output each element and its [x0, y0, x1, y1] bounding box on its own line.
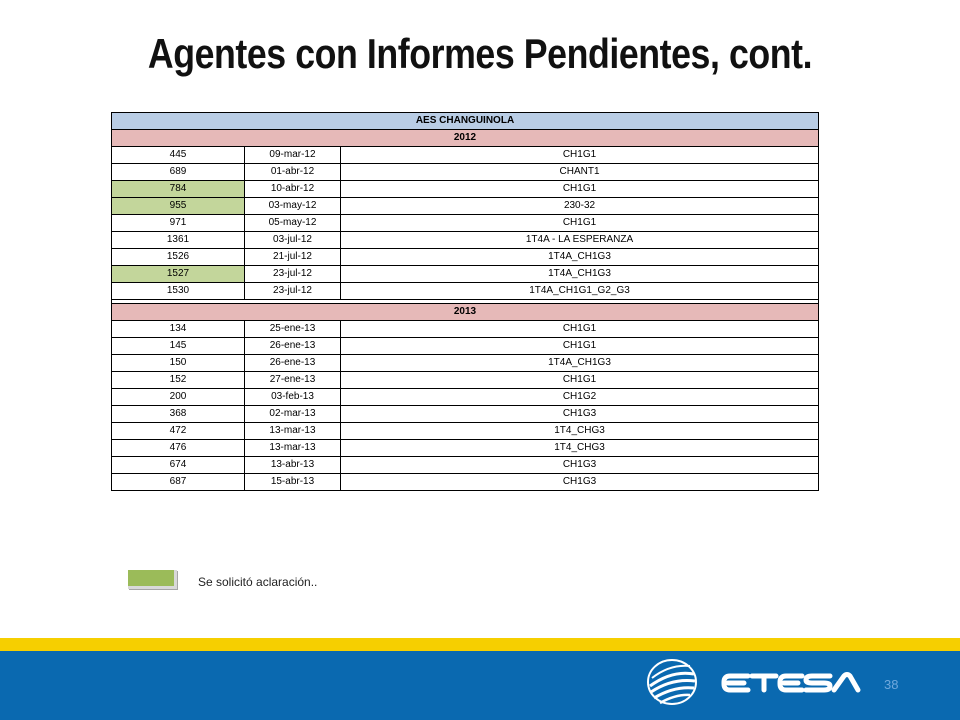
- report-number-cell: 145: [111, 337, 245, 355]
- unit-cell: 1T4A_CH1G1_G2_G3: [339, 282, 820, 300]
- unit-cell: CH1G1: [339, 146, 820, 164]
- report-date-cell: 15-abr-13: [244, 473, 341, 491]
- report-date-cell: 26-ene-13: [244, 354, 341, 372]
- unit-cell: CHANT1: [339, 163, 820, 181]
- table-row: 472 13-mar-13 1T4_CHG3: [111, 422, 820, 440]
- page-number: 38: [884, 677, 899, 692]
- etesa-wordmark-icon: [721, 672, 861, 693]
- report-number-cell: 1530: [111, 282, 245, 300]
- report-date-cell: 09-mar-12: [244, 146, 341, 164]
- report-number-cell: 152: [111, 371, 245, 389]
- section-spacer: [110, 299, 820, 304]
- table-row: 955 03-may-12 230-32: [111, 197, 820, 215]
- unit-cell: CH1G1: [339, 371, 820, 389]
- report-number-cell: 687: [111, 473, 245, 491]
- report-date-cell: 23-jul-12: [244, 282, 341, 300]
- table-header-row: AES CHANGUINOLA: [110, 112, 820, 130]
- legend-text: Se solicitó aclaración..: [198, 575, 318, 589]
- report-number-cell: 472: [111, 422, 245, 440]
- unit-cell: 230-32: [339, 197, 820, 215]
- report-date-cell: 23-jul-12: [244, 265, 341, 283]
- table-row: 150 26-ene-13 1T4A_CH1G3: [111, 354, 820, 372]
- pending-reports-table: AES CHANGUINOLA 2012 445 09-mar-12 CH1G1 689…: [110, 112, 820, 491]
- report-number-cell: 955: [111, 197, 245, 215]
- etesa-logo: [647, 659, 861, 705]
- table-row: 1361 03-jul-12 1T4A - LA ESPERANZA: [111, 231, 820, 249]
- table-row: 445 09-mar-12 CH1G1: [111, 146, 820, 164]
- report-number-cell: 1526: [111, 248, 245, 266]
- report-number-cell: 445: [111, 146, 245, 164]
- unit-cell: CH1G1: [339, 180, 820, 198]
- year-row: 2012: [110, 129, 820, 147]
- unit-cell: CH1G1: [339, 337, 820, 355]
- table-row: 687 15-abr-13 CH1G3: [111, 473, 820, 491]
- unit-cell: CH1G3: [339, 473, 820, 491]
- table-row: 200 03-feb-13 CH1G2: [111, 388, 820, 406]
- unit-cell: 1T4A - LA ESPERANZA: [339, 231, 820, 249]
- report-date-cell: 21-jul-12: [244, 248, 341, 266]
- report-number-cell: 674: [111, 456, 245, 474]
- unit-cell: CH1G3: [339, 456, 820, 474]
- table-row: 971 05-may-12 CH1G1: [111, 214, 820, 232]
- report-number-cell: 1527: [111, 265, 245, 283]
- table-header-title: AES CHANGUINOLA: [110, 112, 820, 130]
- footer-blue-band: [0, 651, 960, 720]
- report-date-cell: 13-mar-13: [244, 422, 341, 440]
- etesa-globe-icon: [647, 659, 697, 705]
- table-row: 368 02-mar-13 CH1G3: [111, 405, 820, 423]
- unit-cell: CH1G3: [339, 405, 820, 423]
- unit-cell: 1T4A_CH1G3: [339, 248, 820, 266]
- report-date-cell: 13-abr-13: [244, 456, 341, 474]
- report-date-cell: 26-ene-13: [244, 337, 341, 355]
- table-row: 145 26-ene-13 CH1G1: [111, 337, 820, 355]
- year-row: 2013: [110, 303, 820, 321]
- report-number-cell: 368: [111, 405, 245, 423]
- report-date-cell: 27-ene-13: [244, 371, 341, 389]
- report-number-cell: 200: [111, 388, 245, 406]
- table-row: 476 13-mar-13 1T4_CHG3: [111, 439, 820, 457]
- table-row: 674 13-abr-13 CH1G3: [111, 456, 820, 474]
- table-row: 784 10-abr-12 CH1G1: [111, 180, 820, 198]
- report-date-cell: 01-abr-12: [244, 163, 341, 181]
- report-date-cell: 25-ene-13: [244, 320, 341, 338]
- legend-swatch: [128, 570, 177, 589]
- report-number-cell: 1361: [111, 231, 245, 249]
- report-number-cell: 150: [111, 354, 245, 372]
- report-number-cell: 784: [111, 180, 245, 198]
- report-date-cell: 03-feb-13: [244, 388, 341, 406]
- unit-cell: CH1G1: [339, 320, 820, 338]
- table-row: 1526 21-jul-12 1T4A_CH1G3: [111, 248, 820, 266]
- table-row: 689 01-abr-12 CHANT1: [111, 163, 820, 181]
- report-number-cell: 689: [111, 163, 245, 181]
- report-number-cell: 971: [111, 214, 245, 232]
- unit-cell: 1T4_CHG3: [339, 422, 820, 440]
- table-row: 1530 23-jul-12 1T4A_CH1G1_G2_G3: [111, 282, 820, 300]
- report-date-cell: 13-mar-13: [244, 439, 341, 457]
- year-label: 2012: [110, 129, 820, 147]
- table-row: 152 27-ene-13 CH1G1: [111, 371, 820, 389]
- spacer-cell: [110, 299, 820, 304]
- report-date-cell: 03-jul-12: [244, 231, 341, 249]
- unit-cell: 1T4_CHG3: [339, 439, 820, 457]
- unit-cell: CH1G2: [339, 388, 820, 406]
- report-number-cell: 476: [111, 439, 245, 457]
- slide-title: Agentes con Informes Pendientes, cont.: [147, 30, 813, 77]
- report-date-cell: 03-may-12: [244, 197, 341, 215]
- report-number-cell: 134: [111, 320, 245, 338]
- unit-cell: 1T4A_CH1G3: [339, 265, 820, 283]
- unit-cell: 1T4A_CH1G3: [339, 354, 820, 372]
- report-date-cell: 10-abr-12: [244, 180, 341, 198]
- footer-yellow-band: [0, 638, 960, 651]
- report-date-cell: 05-may-12: [244, 214, 341, 232]
- table-row: 134 25-ene-13 CH1G1: [111, 320, 820, 338]
- year-label: 2013: [110, 303, 820, 321]
- table-row: 1527 23-jul-12 1T4A_CH1G3: [111, 265, 820, 283]
- report-date-cell: 02-mar-13: [244, 405, 341, 423]
- unit-cell: CH1G1: [339, 214, 820, 232]
